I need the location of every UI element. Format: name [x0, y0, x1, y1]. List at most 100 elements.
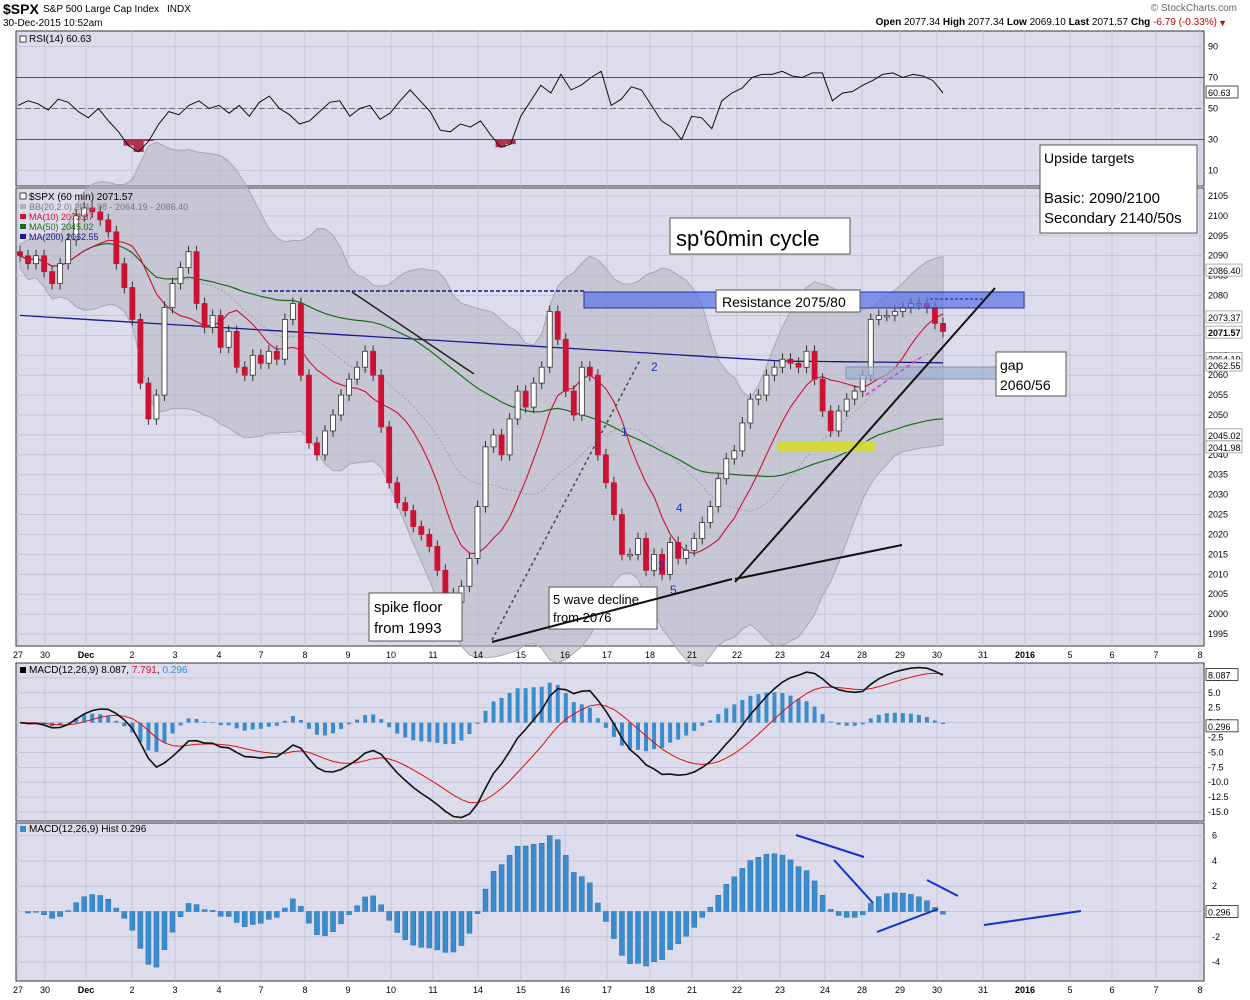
macd-y-tick: -5.0 [1208, 747, 1224, 757]
candle [731, 450, 738, 460]
macd-hist-bar [603, 722, 608, 728]
hist-bar [747, 860, 754, 912]
macd-y-tick: 5.0 [1208, 688, 1221, 698]
candle [169, 283, 176, 308]
macd-hist-bar [306, 722, 311, 729]
macd-hist-bar [908, 713, 913, 723]
candle [306, 374, 312, 444]
x-tick-label: 21 [687, 650, 697, 660]
x-tick-label-bottom: 8 [302, 985, 307, 995]
hist-trend-4 [926, 879, 959, 897]
candle [129, 287, 136, 320]
hist-bar [161, 911, 168, 950]
hist-bar [241, 911, 248, 927]
hist-bar [900, 892, 906, 912]
hist-bar [603, 911, 609, 922]
gap-label-box [995, 351, 1067, 397]
macd-hist-bar [652, 722, 657, 750]
macd-hist-bar [636, 722, 641, 750]
x-tick-label: 18 [645, 650, 655, 660]
candle [755, 394, 762, 400]
candle [699, 522, 706, 539]
macd-hist-bar [106, 716, 111, 723]
hist-bar [779, 854, 786, 912]
price-right-label: 2073.37 [1208, 313, 1241, 323]
macd-hist-bar [427, 722, 432, 742]
macd-y-tick: -15.0 [1208, 807, 1229, 817]
candle [241, 366, 248, 376]
hist-bar [306, 911, 312, 924]
hist-bar [338, 911, 344, 925]
lower-trend-line [491, 578, 733, 643]
candle [145, 382, 152, 420]
x-tick-label: 11 [428, 650, 437, 660]
rsi-y-tick: 90 [1208, 42, 1218, 52]
candle [875, 315, 882, 320]
hist-bar [884, 893, 890, 912]
hist-bar [811, 880, 818, 912]
macd-hist-bar [876, 714, 881, 723]
candle [137, 319, 144, 384]
last-label: Last [1068, 17, 1090, 28]
upside-secondary: Secondary 2140/50s [1044, 210, 1182, 227]
macd-hist-bar [523, 688, 528, 723]
price-right-label-box [1205, 263, 1243, 277]
x-tick-label: 3 [172, 650, 177, 660]
price-y-tick: 2095 [1208, 231, 1228, 241]
price-y-tick: 2030 [1208, 490, 1228, 500]
macd-hist-bar [411, 722, 416, 741]
price-y-tick: 2000 [1208, 609, 1228, 619]
macd-hist-bar [298, 719, 303, 723]
candle [514, 390, 521, 420]
price-legend: $SPX (60 min) 2071.57 BB(20,2.0) 2041.98… [19, 192, 188, 242]
macd-hist-bar [684, 722, 689, 736]
candle [562, 338, 569, 392]
hist-bar [153, 911, 160, 968]
hist-bar [41, 911, 47, 916]
macd-hist-bar [740, 699, 745, 723]
chg-label: Chg [1130, 17, 1151, 28]
x-tick-label: 29 [895, 650, 905, 660]
x-tick-label-bottom: 21 [687, 985, 697, 995]
wave-label-4: 4 [676, 501, 683, 515]
hist-bar [554, 839, 561, 912]
cycle-title: sp'60min cycle [676, 226, 820, 251]
x-tick-label-bottom: 7 [1153, 985, 1158, 995]
hist-bar [803, 870, 810, 912]
price-y-tick: 2055 [1208, 390, 1228, 400]
macd-hist-bar [234, 722, 239, 729]
candle [466, 557, 473, 587]
hist-bar [643, 911, 649, 967]
hist-trend-3 [876, 908, 939, 933]
axis-labels: 27273030DecDec22334477889910101111141415… [13, 42, 1243, 995]
macd-hist-bar [700, 722, 705, 726]
hist-bar [635, 911, 641, 964]
x-tick-label-bottom: 30 [40, 985, 50, 995]
price-y-tick: 2060 [1208, 370, 1228, 380]
macd-hist-bar [451, 722, 456, 744]
price-right-label: 2041.98 [1208, 443, 1241, 453]
candle [803, 350, 810, 368]
candle [747, 398, 754, 424]
last-value: 2071.57 [1091, 17, 1129, 28]
hist-trend-5 [983, 910, 1082, 926]
candle [739, 422, 746, 452]
hist-bar [787, 859, 794, 912]
hist-bar [683, 911, 689, 937]
macd-value: 8.087 [101, 665, 126, 676]
gap-label-line1: gap [1000, 357, 1024, 373]
hist-y-tick: 2 [1212, 881, 1217, 891]
candle [257, 354, 264, 364]
candle [105, 219, 112, 233]
price-y-tick: 1995 [1208, 629, 1228, 639]
hist-bar [458, 911, 465, 946]
price-y-tick: 2090 [1208, 251, 1228, 261]
hist-bar [908, 894, 914, 912]
candle [627, 554, 633, 557]
ma50-legend: MA(50) 2045.02 [29, 222, 94, 232]
hist-bar [651, 911, 657, 962]
macd-hist-bar [555, 684, 560, 723]
chg-value: -6.79 (-0.33%) [1153, 17, 1217, 28]
x-tick-label: 16 [560, 650, 570, 660]
hist-bar [538, 842, 545, 912]
